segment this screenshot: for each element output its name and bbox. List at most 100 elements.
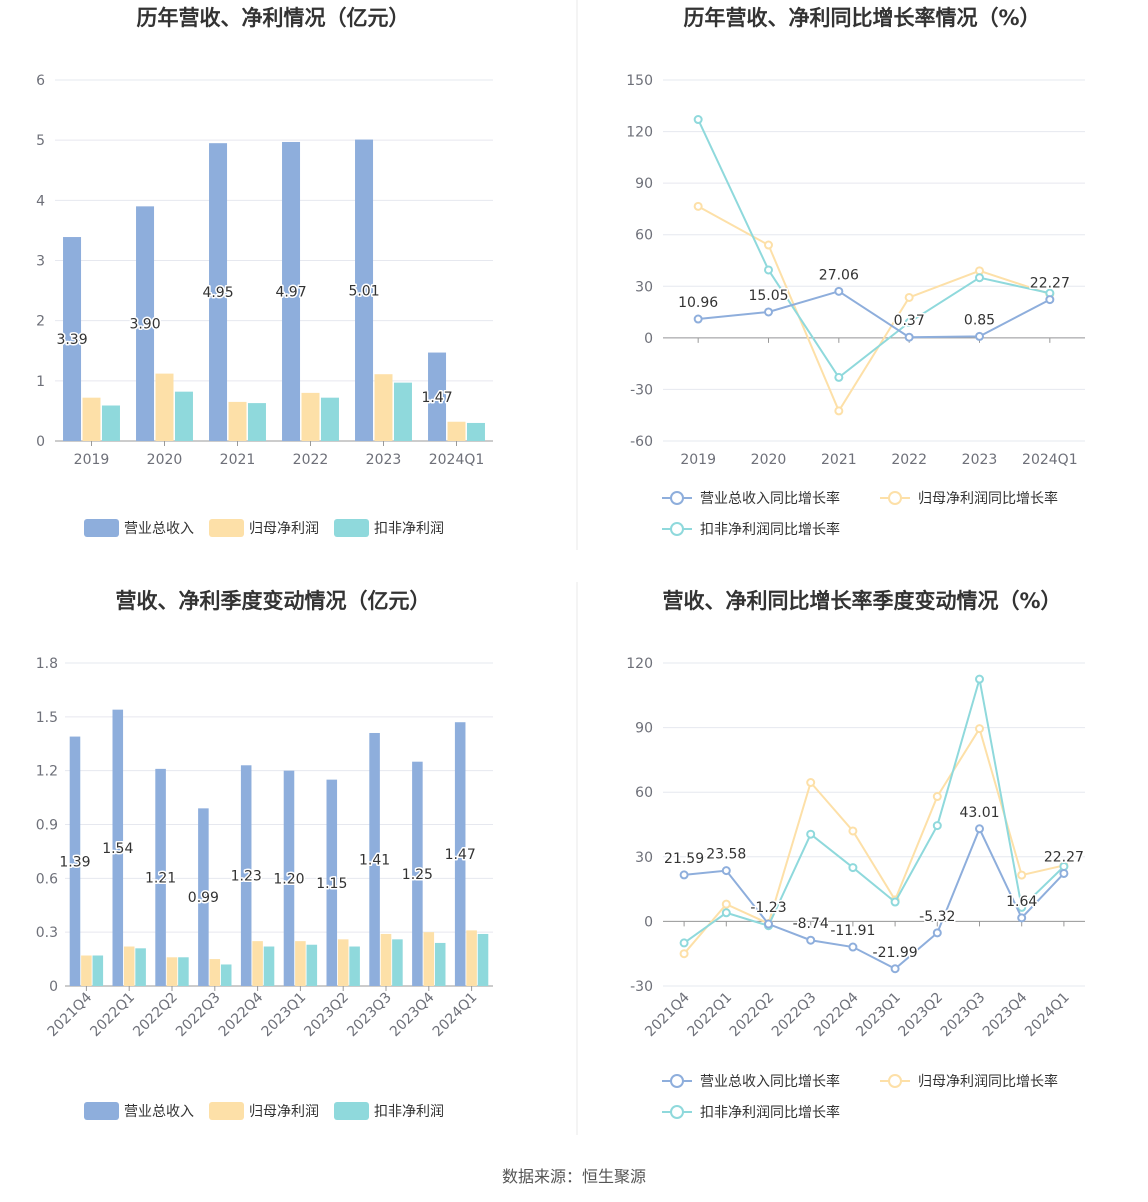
bar-归母净利润 (447, 421, 466, 441)
bar-扣非净利润 (477, 933, 489, 986)
x-tick-label: 2022Q1 (87, 990, 138, 1041)
bar-扣非净利润 (101, 405, 120, 441)
bar-营业总收入 (369, 732, 380, 986)
data-point (806, 778, 816, 788)
bar-扣非净利润 (247, 403, 266, 441)
bar-营业总收入 (326, 779, 338, 986)
chart-title: 历年营收、净利情况（亿元） (137, 6, 410, 30)
line-value-label: 10.96 (678, 295, 718, 311)
bar-营业总收入 (136, 206, 155, 441)
bar-归母净利润 (423, 932, 435, 986)
legend-label: 营业总收入同比增长率 (700, 490, 840, 507)
bar-扣非净利润 (135, 948, 146, 986)
bar-扣非净利润 (174, 391, 193, 441)
bar-归母净利润 (466, 930, 477, 986)
bar-value-label: 1.47 (421, 390, 452, 406)
bar-扣非净利润 (220, 964, 232, 986)
data-point (848, 863, 858, 873)
y-tick-label: 0 (644, 914, 653, 930)
x-tick-label: 2019 (74, 452, 110, 468)
x-tick-label: 2022Q1 (685, 990, 736, 1041)
data-point (721, 899, 731, 909)
bar-扣非净利润 (392, 939, 403, 986)
y-tick-label: 4 (36, 193, 45, 209)
y-tick-label: 60 (635, 228, 653, 244)
y-tick-label: 0 (36, 434, 45, 450)
x-tick-label: 2022Q3 (173, 990, 224, 1041)
x-tick-label: 2024Q1 (429, 452, 485, 468)
legend-label: 营业总收入同比增长率 (700, 1073, 840, 1090)
bar-营业总收入 (412, 761, 423, 986)
y-tick-label: 6 (36, 73, 45, 89)
y-tick-label: 90 (635, 176, 653, 192)
legend-marker (670, 1074, 684, 1088)
y-tick-label: 30 (635, 279, 653, 295)
data-point (764, 307, 773, 317)
y-tick-label: -30 (630, 979, 653, 995)
bar-value-label: 1.54 (102, 841, 133, 857)
bar-扣非净利润 (263, 946, 275, 986)
legend-swatch (209, 1102, 244, 1120)
y-tick-label: -30 (630, 382, 653, 398)
bar-value-label: 5.01 (348, 283, 379, 299)
bar-归母净利润 (337, 939, 349, 986)
data-point (1017, 913, 1027, 923)
legend-label: 归母净利润同比增长率 (918, 490, 1058, 507)
line-value-label: -8.74 (793, 916, 829, 932)
y-tick-label: -60 (630, 434, 653, 450)
bar-扣非净利润 (320, 397, 339, 441)
bar-营业总收入 (198, 808, 209, 986)
x-tick-label: 2022Q3 (769, 990, 820, 1041)
data-point (975, 824, 984, 834)
x-tick-label: 2022Q4 (811, 989, 862, 1040)
legend-marker (888, 1074, 902, 1088)
data-point (932, 821, 942, 831)
x-tick-label: 2023Q1 (259, 990, 310, 1041)
data-point (932, 928, 942, 938)
bar-value-label: 3.39 (56, 332, 87, 348)
bar-营业总收入 (283, 770, 295, 986)
line-value-label: 43.01 (959, 805, 999, 821)
data-point (679, 949, 689, 959)
bar-归母净利润 (82, 397, 101, 441)
x-tick-label: 2024Q1 (1022, 990, 1073, 1041)
y-tick-label: 150 (626, 73, 653, 89)
x-tick-label: 2020 (751, 452, 787, 468)
data-point (975, 331, 984, 341)
y-tick-label: 60 (635, 785, 653, 801)
chart-title: 营收、净利季度变动情况（亿元） (116, 589, 431, 613)
x-tick-label: 2023Q4 (980, 989, 1031, 1040)
y-tick-label: 0.6 (36, 871, 58, 887)
series-line-扣非净利润同比增长率 (683, 678, 1065, 944)
bar-归母净利润 (374, 374, 393, 441)
legend-swatch (84, 519, 119, 537)
y-tick-label: 2 (36, 314, 45, 330)
series-line-扣非净利润同比增长率 (697, 119, 1051, 379)
bar-value-label: 3.90 (129, 317, 160, 333)
series-line-营业总收入同比增长率 (683, 826, 1065, 970)
bar-value-label: 4.95 (202, 285, 233, 301)
data-point (693, 201, 703, 211)
legend-marker (888, 491, 902, 505)
data-point (1059, 868, 1069, 878)
bar-营业总收入 (454, 722, 466, 986)
y-tick-label: 30 (635, 850, 653, 866)
bar-value-label: 1.21 (145, 870, 176, 886)
bar-value-label: 1.41 (359, 852, 390, 868)
data-point (1017, 902, 1027, 912)
bar-value-label: 0.99 (188, 890, 219, 906)
bar-归母净利润 (301, 392, 320, 441)
y-tick-label: 5 (36, 133, 45, 149)
chart-title: 历年营收、净利同比增长率情况（%） (683, 6, 1040, 30)
data-point (975, 273, 984, 283)
x-tick-label: 2023Q2 (301, 990, 352, 1041)
x-tick-label: 2023 (366, 452, 402, 468)
bar-value-label: 1.39 (59, 854, 90, 870)
y-tick-label: 0 (49, 979, 58, 995)
bar-营业总收入 (209, 143, 228, 442)
data-point (721, 908, 731, 918)
quarterly-growth-rate-line-chart: 营收、净利同比增长率季度变动情况（%） -3003060901202021Q42… (626, 589, 1085, 1121)
quarterly-revenue-profit-bar-chart: 营收、净利季度变动情况（亿元） 0 0.3 0.6 0.9 1.2 1.5 1.8 2021Q… (36, 589, 493, 1120)
legend-swatch (84, 1102, 119, 1120)
